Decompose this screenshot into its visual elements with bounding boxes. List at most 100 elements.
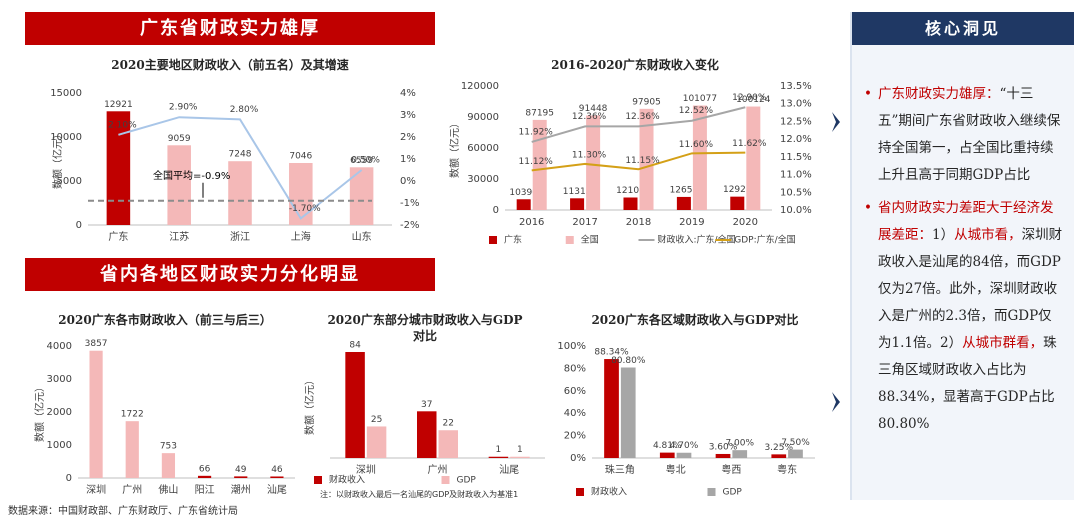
x-tick-label: 粤北	[666, 463, 686, 476]
bar	[366, 426, 387, 458]
legend-label: GDP	[457, 476, 477, 486]
y2-tick-label: 0%	[400, 176, 416, 187]
value-label: 12921	[104, 100, 133, 110]
line-label: 11.15%	[625, 156, 660, 166]
y-tick-label: 4000	[47, 341, 72, 352]
insight-text: 1）	[932, 227, 955, 243]
chart-title: 2020广东各区域财政收入与GDP对比	[591, 313, 799, 327]
chart-title: 2020广东各市财政收入（前三与后三）	[58, 313, 272, 327]
chart-note: 注：以财政收入最后一名汕尾的GDP及财政收入为基准1	[320, 490, 519, 499]
x-tick-label: 广州	[122, 484, 142, 496]
value-label: 1	[496, 445, 502, 455]
y-axis-label: 数额（亿元）	[33, 382, 46, 442]
value-label: 101077	[683, 94, 717, 104]
insight-list: 广东财政实力雄厚：“十三五”期间广东省财政收入继续保持全国第一，占全国比重持续上…	[852, 45, 1074, 438]
line-label: 12.36%	[572, 112, 607, 122]
y2-tick-label: 11.0%	[780, 170, 812, 181]
x-tick-label: 深圳	[86, 484, 106, 496]
bar	[106, 111, 131, 225]
line	[118, 116, 363, 220]
value-label: 87195	[525, 108, 554, 118]
value-label: 1	[517, 445, 523, 455]
value-label: 7.00%	[725, 439, 754, 449]
x-tick-label: 江苏	[169, 230, 189, 243]
x-tick-label: 上海	[291, 230, 311, 243]
y2-tick-label: 10.5%	[780, 187, 812, 198]
insight-panel: 核心洞见 广东财政实力雄厚：“十三五”期间广东省财政收入继续保持全国第一，占全国…	[850, 12, 1074, 500]
chevron	[832, 392, 840, 412]
value-label: 4.70%	[670, 441, 699, 451]
bar	[125, 421, 139, 478]
legend-label: GDP:广东/全国	[734, 234, 795, 246]
y-tick-label: 0%	[570, 453, 586, 464]
y-tick-label: 90000	[467, 112, 499, 123]
y-axis-label: 数额（亿元）	[303, 375, 316, 435]
insight-text: 从城市群看，	[962, 335, 1044, 351]
legend-swatch	[565, 236, 574, 244]
bar	[161, 453, 176, 478]
bar	[639, 108, 654, 210]
line-label: 11.92%	[519, 127, 554, 137]
y2-tick-label: 1%	[400, 154, 416, 165]
value-label: 11315	[563, 187, 592, 197]
value-label: 7046	[289, 151, 312, 161]
y-tick-label: 0	[66, 473, 72, 484]
line-label: -1.70%	[289, 204, 321, 214]
y2-tick-label: -2%	[400, 220, 419, 231]
chevron	[832, 112, 840, 132]
x-tick-label: 汕尾	[499, 464, 519, 476]
source: 数据来源：中国财政部、广东财政厅、广东省统计局	[8, 506, 238, 517]
bar	[623, 197, 638, 210]
y-tick-label: 80%	[564, 363, 586, 374]
bar	[692, 105, 707, 210]
x-tick-label: 2018	[626, 217, 651, 228]
y-tick-label: 40%	[564, 408, 586, 419]
x-tick-label: 珠三角	[605, 463, 635, 476]
value-label: 7248	[229, 150, 252, 160]
y-axis-label: 数额（亿元）	[448, 118, 461, 178]
value-label: 88.34%	[594, 348, 629, 358]
y2-tick-label: 10.0%	[780, 205, 812, 216]
value-label: 3.60%	[709, 442, 738, 452]
x-tick-label: 汕尾	[267, 484, 287, 496]
line-label: 11.60%	[679, 140, 714, 150]
insight-text: “十三五”期间广东省财政收入继续保持全国第一，占全国比重持续上升且高于同期GDP…	[878, 86, 1061, 183]
value-label: 4.81%	[653, 441, 682, 451]
value-label: 3.25%	[764, 443, 793, 453]
y-tick-label: 15000	[50, 88, 82, 99]
bar	[732, 450, 748, 458]
value-label: 84	[349, 341, 361, 351]
y-tick-label: 0	[493, 205, 499, 216]
bar	[771, 454, 787, 458]
section-header: 广东省财政实力雄厚	[25, 12, 435, 45]
legend-label: 全国	[581, 234, 599, 246]
value-label: 46	[271, 465, 283, 475]
value-label: 100124	[736, 95, 771, 105]
panel-title: 核心洞见	[852, 12, 1074, 45]
line	[531, 106, 746, 143]
bar	[228, 161, 252, 225]
bar	[570, 198, 585, 210]
line-label: 12.90%	[732, 93, 767, 103]
line-label: 2.80%	[230, 105, 259, 115]
bar	[586, 115, 601, 210]
y2-tick-label: 13.5%	[780, 81, 812, 92]
y-tick-label: 10000	[50, 132, 82, 143]
bar	[516, 199, 531, 210]
insight-text: 省内财政实力差距大于经济发展差距：	[878, 200, 1054, 243]
bar	[746, 106, 761, 210]
value-label: 7.50%	[781, 438, 810, 448]
bar	[659, 452, 675, 458]
y-axis-label: 数额（亿元）	[51, 129, 64, 189]
x-tick-label: 潮州	[231, 483, 251, 496]
value-label: 91448	[579, 104, 608, 114]
line	[531, 151, 746, 172]
x-tick-label: 粤西	[721, 463, 741, 476]
value-label: 753	[160, 442, 177, 452]
x-tick-label: 山东	[352, 230, 372, 243]
bar	[788, 449, 803, 458]
y2-tick-label: 2%	[400, 132, 416, 143]
value-label: 12102	[616, 186, 645, 196]
legend-label: GDP	[723, 488, 743, 498]
